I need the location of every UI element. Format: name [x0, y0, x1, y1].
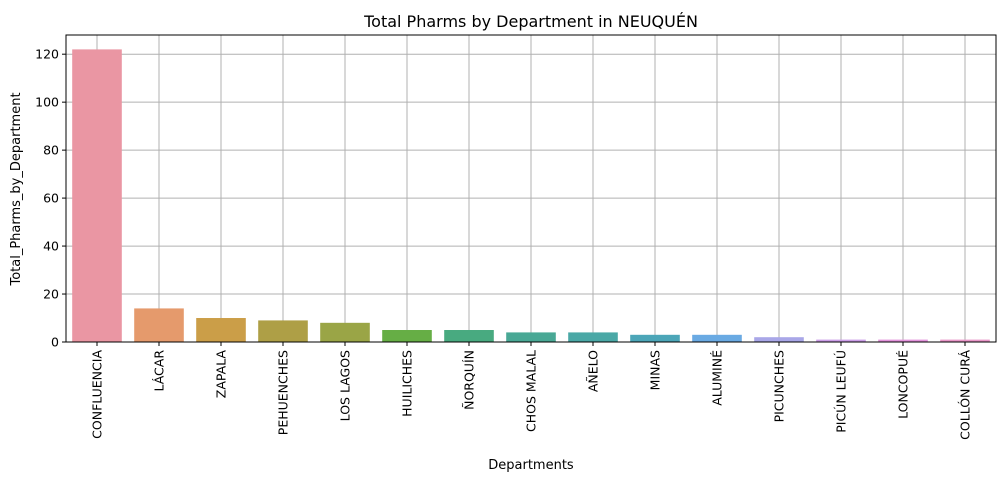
- x-tick-label: PICUNCHES: [772, 350, 787, 422]
- bar: [320, 322, 370, 342]
- x-tick-label: ÑORQUÍN: [462, 350, 477, 410]
- y-axis-ticks: 0 20 40 60 80 100 120: [35, 47, 66, 350]
- bar: [258, 320, 308, 342]
- bar: [630, 334, 680, 342]
- x-axis-ticks: CONFLUENCIA LÁCAR ZAPALA PEHUENCHES LOS LAGO…: [90, 342, 973, 440]
- bar: [444, 330, 494, 342]
- y-axis-label: Total_Pharms_by_Department: [9, 92, 24, 286]
- bar: [568, 332, 618, 342]
- x-tick-label: CONFLUENCIA: [90, 350, 105, 439]
- bar: [878, 339, 928, 342]
- bar: [72, 49, 122, 342]
- x-tick-label: LÁCAR: [152, 350, 167, 392]
- bar: [382, 330, 432, 342]
- bars: [72, 49, 990, 342]
- x-tick-label: AÑELO: [586, 350, 601, 392]
- x-tick-label: MINAS: [648, 350, 663, 390]
- bar: [196, 318, 246, 342]
- x-tick-label: LOS LAGOS: [338, 350, 353, 421]
- bar: [940, 339, 990, 342]
- grid: [66, 35, 996, 343]
- y-tick-label: 0: [51, 335, 59, 350]
- bar: [506, 332, 556, 342]
- y-tick-label: 120: [35, 47, 59, 62]
- bar: [816, 339, 866, 342]
- y-tick-label: 80: [43, 143, 59, 158]
- x-tick-label: ZAPALA: [214, 350, 229, 399]
- x-tick-label: PICÚN LEUFÚ: [834, 350, 849, 433]
- x-tick-label: HUILICHES: [400, 350, 415, 417]
- chart-title: Total Pharms by Department in NEUQUÉN: [363, 12, 698, 31]
- y-tick-label: 100: [35, 95, 59, 110]
- y-tick-label: 20: [43, 287, 59, 302]
- x-tick-label: LONCOPUÉ: [896, 350, 911, 419]
- x-axis-label: Departments: [488, 458, 574, 473]
- x-tick-label: COLLÓN CURÁ: [958, 350, 973, 440]
- x-tick-label: PEHUENCHES: [276, 350, 291, 435]
- bar: [134, 308, 184, 342]
- x-tick-label: CHOS MALAL: [524, 350, 539, 432]
- bar: [692, 334, 742, 342]
- y-tick-label: 40: [43, 239, 59, 254]
- x-tick-label: ALUMINÉ: [710, 350, 725, 406]
- bar: [754, 337, 804, 342]
- y-tick-label: 60: [43, 191, 59, 206]
